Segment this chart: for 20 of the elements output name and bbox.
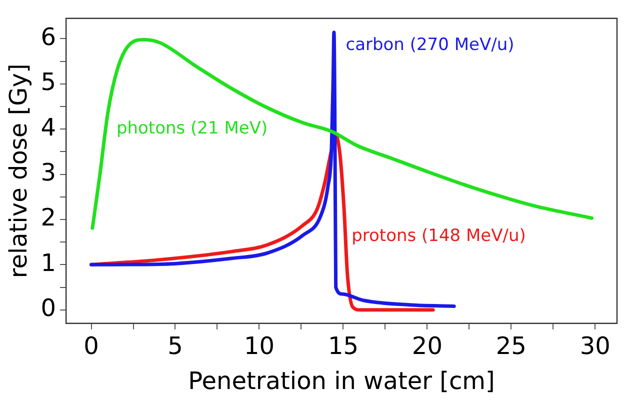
line-series	[90, 38, 594, 230]
x-tick-label: 5	[168, 332, 183, 360]
y-tick-label: 3	[40, 158, 56, 187]
x-tick-label: 15	[328, 332, 358, 360]
x-tick-label: 30	[580, 332, 610, 360]
x-tick-label: 0	[84, 332, 99, 360]
x-tick-label: 20	[412, 332, 442, 360]
series-label: photons (21 MeV)	[116, 118, 268, 139]
x-tick-label: 25	[496, 332, 526, 360]
y-tick-label: 6	[40, 22, 56, 51]
y-tick-label: 2	[40, 204, 56, 232]
series-label: carbon (270 MeV/u)	[346, 34, 514, 55]
x-tick-label: 10	[244, 332, 275, 360]
y-tick-label: 4	[40, 113, 56, 142]
y-tick-label: 0	[40, 294, 56, 322]
series-label: protons (148 MeV/u)	[352, 226, 526, 246]
y-axis-title: relative dose [Gy]	[4, 64, 33, 278]
y-tick-label: 5	[40, 68, 56, 96]
y-tick-label: 1	[40, 248, 56, 277]
x-axis-title: Penetration in water [cm]	[188, 366, 495, 395]
